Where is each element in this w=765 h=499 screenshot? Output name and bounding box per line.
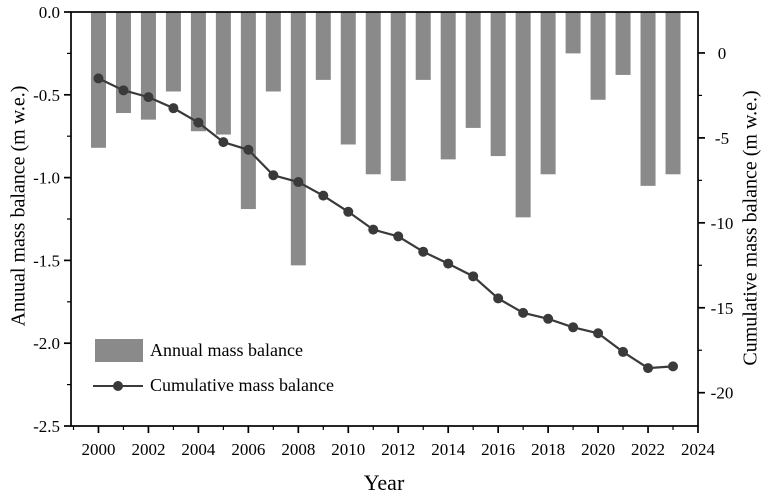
bar-2003 <box>165 12 181 92</box>
point-2014 <box>443 258 454 269</box>
bar-2021 <box>615 12 631 75</box>
left-axis-title: Anuual mass balance (m w.e.) <box>7 85 30 327</box>
point-2001 <box>118 85 129 96</box>
bar-2012 <box>390 12 406 181</box>
bar-2004 <box>190 12 206 132</box>
x-tick-label: 2012 <box>381 440 415 459</box>
point-2008 <box>293 177 304 188</box>
x-tick-label: 2024 <box>681 440 716 459</box>
bar-2005 <box>215 12 231 135</box>
bar-2019 <box>565 12 581 54</box>
bar-2009 <box>315 12 331 80</box>
right-tick-label: 0 <box>718 44 727 63</box>
right-tick-label: -15 <box>711 299 734 318</box>
x-tick-label: 2008 <box>281 440 315 459</box>
bar-2017 <box>515 12 531 218</box>
point-2022 <box>643 363 654 374</box>
cumulative-line <box>98 77 674 370</box>
bar-2011 <box>365 12 381 175</box>
legend-item-cumulative: Cumulative mass balance <box>93 375 334 396</box>
left-tick-label: 0.0 <box>39 3 60 22</box>
left-tick-label: -2.0 <box>33 334 60 353</box>
point-2018 <box>543 313 554 324</box>
legend-annual-label: Annual mass balance <box>150 340 303 360</box>
point-2019 <box>568 322 579 333</box>
x-tick-label: 2020 <box>581 440 615 459</box>
legend-dot-icon <box>113 380 123 391</box>
point-2017 <box>518 307 529 318</box>
point-2006 <box>243 144 254 155</box>
x-tick-label: 2006 <box>231 440 265 459</box>
left-tick-label: -0.5 <box>33 86 60 105</box>
x-tick-label: 2002 <box>131 440 165 459</box>
x-tick-label: 2018 <box>531 440 565 459</box>
bar-2014 <box>440 12 456 160</box>
point-2023 <box>668 361 679 372</box>
x-tick-label: 2014 <box>431 440 466 459</box>
bar-2001 <box>115 12 131 114</box>
bar-2008 <box>290 12 306 266</box>
x-tick-label: 2004 <box>181 440 216 459</box>
left-tick-label: -2.5 <box>33 417 60 436</box>
bar-2002 <box>140 12 156 120</box>
point-2020 <box>593 328 604 339</box>
bar-2006 <box>240 12 256 210</box>
left-tick-label: -1.5 <box>33 251 60 270</box>
right-tick-label: -20 <box>711 384 734 403</box>
point-2016 <box>493 293 504 304</box>
legend-bar-swatch-icon <box>95 339 143 362</box>
right-tick-label: -5 <box>715 129 729 148</box>
bar-2016 <box>490 12 506 157</box>
point-2005 <box>218 137 229 148</box>
right-axis-title: Cumulative mass balance (m w.e.) <box>739 90 762 366</box>
point-2015 <box>468 271 479 282</box>
point-2003 <box>168 103 179 114</box>
x-tick-label: 2016 <box>481 440 515 459</box>
legend: Annual mass balance Cumulative mass bala… <box>93 339 334 396</box>
point-2021 <box>618 346 629 357</box>
legend-cumulative-label: Cumulative mass balance <box>150 375 334 395</box>
point-2009 <box>318 190 329 201</box>
x-axis-title: Year <box>363 470 405 495</box>
bar-2007 <box>265 12 281 92</box>
point-2010 <box>343 206 354 217</box>
point-2011 <box>368 224 379 235</box>
point-2013 <box>418 246 429 257</box>
point-2004 <box>193 117 204 128</box>
bar-2020 <box>590 12 606 100</box>
bar-2013 <box>415 12 431 80</box>
legend-line-marker-icon <box>93 380 143 391</box>
bar-2022 <box>640 12 656 186</box>
x-tick-label: 2022 <box>631 440 665 459</box>
point-2000 <box>93 73 104 84</box>
left-tick-label: -1.0 <box>33 169 60 188</box>
point-2012 <box>393 231 404 242</box>
bar-2010 <box>340 12 356 145</box>
bar-2015 <box>465 12 481 128</box>
legend-item-annual: Annual mass balance <box>95 339 334 362</box>
x-tick-label: 2010 <box>331 440 365 459</box>
x-tick-label: 2000 <box>81 440 115 459</box>
bar-2018 <box>540 12 556 175</box>
point-2002 <box>143 92 154 103</box>
point-2007 <box>268 170 279 181</box>
bar-2023 <box>665 12 681 175</box>
right-tick-label: -10 <box>711 214 734 233</box>
